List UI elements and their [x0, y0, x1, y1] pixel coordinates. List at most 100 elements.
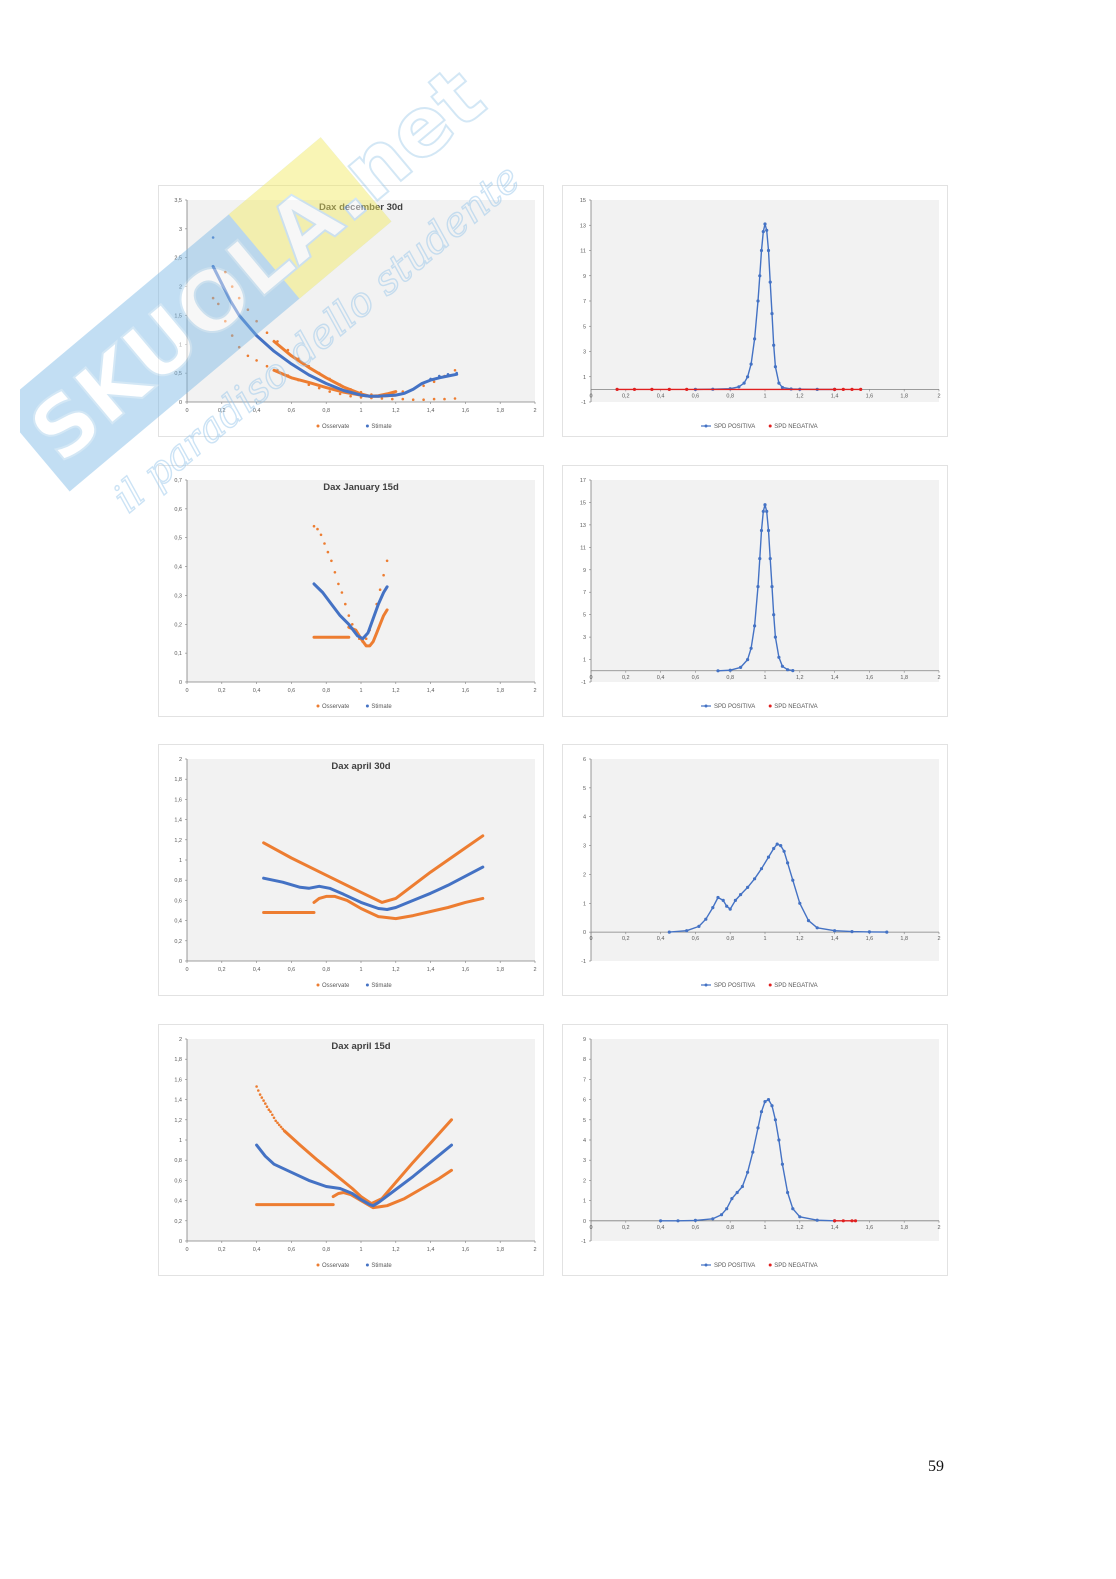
y-tick-label: 6: [583, 757, 586, 763]
data-point: [859, 387, 863, 391]
data-point: [276, 1121, 279, 1125]
x-tick-label: 0,8: [726, 675, 734, 681]
legend-entry: SPD NEGATIVA: [774, 983, 817, 989]
series-line: [659, 1098, 836, 1222]
x-tick-label: 1: [359, 1247, 362, 1253]
data-point: [344, 602, 347, 606]
data-point: [659, 1219, 663, 1223]
y-tick-label: 0,5: [174, 371, 182, 377]
x-tick-label: 0,2: [622, 1225, 630, 1231]
data-point: [775, 842, 779, 846]
x-tick-label: 0,4: [253, 688, 261, 694]
plot-area: [591, 480, 939, 682]
data-point: [274, 1119, 277, 1123]
data-point: [850, 387, 854, 391]
x-tick-label: 1,4: [831, 936, 839, 942]
y-tick-label: 13: [580, 223, 586, 229]
data-point: [759, 867, 764, 871]
data-point: [391, 397, 394, 401]
series-line: [262, 834, 485, 904]
data-point: [257, 1089, 260, 1092]
x-tick-label: 1,8: [900, 936, 908, 942]
data-point: [446, 373, 450, 376]
data-point: [733, 898, 737, 902]
x-tick-label: 0,6: [692, 936, 700, 942]
series-osservate: [262, 834, 485, 904]
data-point: [455, 371, 459, 375]
x-tick-label: 0,2: [218, 688, 226, 694]
x-tick-label: 0,8: [322, 1247, 330, 1253]
legend: Osservate Stimate: [316, 424, 392, 430]
y-tick-label: 9: [583, 274, 586, 280]
legend-entry: SPD POSITIVA: [714, 704, 755, 710]
series-line: [347, 608, 389, 648]
y-tick-label: 5: [583, 324, 586, 330]
y-tick-label: 1: [179, 858, 182, 864]
data-point: [768, 557, 772, 561]
y-tick-label: 2,5: [174, 256, 182, 262]
legend-marker: [365, 983, 369, 987]
data-point: [349, 394, 352, 398]
data-point: [676, 1219, 680, 1223]
series-spd-positiva: [667, 842, 889, 934]
series-stimate: [312, 582, 389, 641]
data-point: [255, 359, 258, 362]
data-point: [766, 1098, 771, 1102]
chart-svg: -1 0 1 2 3 4 5 6 0 0,2 0,4 0,6 0,8 1 1,2 1,4 1,6 1,8 2 SPD …: [581, 757, 940, 989]
y-tick-label: 0,8: [174, 1158, 182, 1164]
legend: SPD POSITIVA SPD NEGATIVA: [701, 424, 818, 430]
series-osservate: [282, 1118, 453, 1206]
x-tick-label: 1: [359, 688, 362, 694]
data-point: [347, 614, 351, 617]
data-point: [751, 1150, 755, 1154]
series-line: [211, 264, 459, 398]
data-point: [833, 1219, 837, 1223]
data-point: [791, 669, 795, 673]
y-tick-label: 0,8: [174, 878, 182, 884]
chart-title: Dax april 30d: [331, 761, 390, 772]
x-tick-label: 1,8: [900, 1225, 908, 1231]
x-tick-label: 0,6: [288, 688, 296, 694]
plot-area: [591, 1039, 939, 1241]
data-point: [333, 571, 337, 574]
legend-entry: SPD NEGATIVA: [774, 1263, 817, 1269]
y-tick-label: 11: [580, 545, 586, 551]
data-point: [721, 898, 725, 902]
data-point: [786, 861, 790, 865]
legend-entry: Osservate: [322, 704, 350, 710]
series-spd-negativa: [615, 387, 863, 391]
data-point: [798, 1215, 802, 1219]
data-point: [749, 362, 753, 366]
data-point: [833, 929, 837, 933]
data-point: [739, 665, 743, 669]
x-tick-label: 1,6: [462, 1247, 470, 1253]
x-tick-label: 1,4: [427, 408, 435, 414]
data-point: [791, 1207, 795, 1211]
chart-svg: -1 0 1 2 3 4 5 6 7 8 9 0 0,2 0,4 0,6 0,8 1 1,2 1,4 1,6 1,8 2 S…: [581, 1037, 940, 1269]
series-stimate: [255, 1143, 453, 1208]
x-tick-label: 0: [589, 393, 592, 399]
data-point: [730, 1197, 734, 1201]
data-point: [853, 1219, 858, 1223]
y-tick-label: 17: [580, 478, 586, 484]
data-point: [806, 919, 811, 923]
x-tick-label: 1: [763, 1225, 766, 1231]
x-tick-label: 1,2: [392, 408, 400, 414]
data-point: [271, 1113, 274, 1117]
data-point: [791, 878, 795, 882]
y-tick-label: 8: [583, 1057, 586, 1063]
chart-apr30-spd: -1 0 1 2 3 4 5 6 0 0,2 0,4 0,6 0,8 1 1,2 1,4 1,6 1,8 2 SPD …: [562, 744, 948, 996]
data-point: [746, 658, 750, 662]
x-tick-label: 1,6: [462, 688, 470, 694]
data-point: [667, 930, 671, 934]
y-tick-label: 0: [179, 959, 182, 965]
chart-title: Dax January 15d: [323, 482, 399, 493]
data-point: [632, 387, 637, 391]
data-point: [815, 1218, 819, 1222]
y-tick-label: 1: [583, 375, 586, 381]
y-tick-label: 1,5: [174, 313, 182, 319]
data-point: [765, 509, 769, 513]
x-tick-label: 0,4: [253, 1247, 261, 1253]
x-tick-label: 0: [185, 408, 188, 414]
data-point: [453, 369, 457, 372]
